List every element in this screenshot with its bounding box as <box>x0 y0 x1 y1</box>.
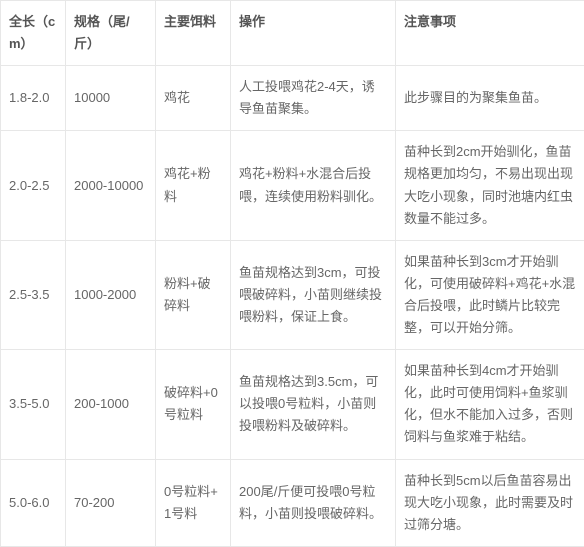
table-cell: 苗种长到5cm以后鱼苗容易出现大吃小现象，此时需要及时过筛分塘。 <box>396 459 584 546</box>
table-cell: 如果苗种长到3cm才开始驯化，可使用破碎料+鸡花+水混合后投喂，此时鳞片比较完整… <box>396 240 584 349</box>
table-cell: 2.5-3.5 <box>1 240 66 349</box>
table-cell: 鱼苗规格达到3cm，可投喂破碎料，小苗则继续投喂粉料，保证上食。 <box>231 240 396 349</box>
table-cell: 3.5-5.0 <box>1 350 66 459</box>
table-cell: 200尾/斤便可投喂0号粒料，小苗则投喂破碎料。 <box>231 459 396 546</box>
table-cell: 粉料+破碎料 <box>156 240 231 349</box>
table-cell: 破碎料+0号粒料 <box>156 350 231 459</box>
table-cell: 0号粒料+1号料 <box>156 459 231 546</box>
table-cell: 苗种长到2cm开始驯化，鱼苗规格更加均匀，不易出现出现大吃小现象，同时池塘内红虫… <box>396 131 584 240</box>
table-body: 1.8-2.010000鸡花人工投喂鸡花2-4天，诱导鱼苗聚集。此步骤目的为聚集… <box>1 66 584 547</box>
table-row: 5.0-6.070-2000号粒料+1号料200尾/斤便可投喂0号粒料，小苗则投… <box>1 459 584 546</box>
table-cell: 鸡花+粉料+水混合后投喂，连续使用粉料驯化。 <box>231 131 396 240</box>
table-cell: 10000 <box>66 66 156 131</box>
table-row: 3.5-5.0200-1000破碎料+0号粒料鱼苗规格达到3.5cm，可以投喂0… <box>1 350 584 459</box>
table-cell: 鱼苗规格达到3.5cm，可以投喂0号粒料，小苗则投喂粉料及破碎料。 <box>231 350 396 459</box>
table-cell: 1.8-2.0 <box>1 66 66 131</box>
header-spec: 规格（尾/斤） <box>66 1 156 66</box>
table-cell: 2000-10000 <box>66 131 156 240</box>
table-cell: 此步骤目的为聚集鱼苗。 <box>396 66 584 131</box>
table-row: 2.5-3.51000-2000粉料+破碎料鱼苗规格达到3cm，可投喂破碎料，小… <box>1 240 584 349</box>
feeding-table: 全长（cm） 规格（尾/斤） 主要饵料 操作 注意事项 1.8-2.010000… <box>0 0 584 547</box>
table-cell: 2.0-2.5 <box>1 131 66 240</box>
table-cell: 鸡花 <box>156 66 231 131</box>
table-cell: 200-1000 <box>66 350 156 459</box>
table-cell: 鸡花+粉料 <box>156 131 231 240</box>
header-row: 全长（cm） 规格（尾/斤） 主要饵料 操作 注意事项 <box>1 1 584 66</box>
header-length: 全长（cm） <box>1 1 66 66</box>
table-row: 2.0-2.52000-10000鸡花+粉料鸡花+粉料+水混合后投喂，连续使用粉… <box>1 131 584 240</box>
table-row: 1.8-2.010000鸡花人工投喂鸡花2-4天，诱导鱼苗聚集。此步骤目的为聚集… <box>1 66 584 131</box>
table-cell: 1000-2000 <box>66 240 156 349</box>
header-notes: 注意事项 <box>396 1 584 66</box>
table-cell: 如果苗种长到4cm才开始驯化，此时可使用饲料+鱼浆驯化，但水不能加入过多，否则饲… <box>396 350 584 459</box>
header-feed: 主要饵料 <box>156 1 231 66</box>
table-cell: 5.0-6.0 <box>1 459 66 546</box>
header-operation: 操作 <box>231 1 396 66</box>
table-cell: 人工投喂鸡花2-4天，诱导鱼苗聚集。 <box>231 66 396 131</box>
table-cell: 70-200 <box>66 459 156 546</box>
